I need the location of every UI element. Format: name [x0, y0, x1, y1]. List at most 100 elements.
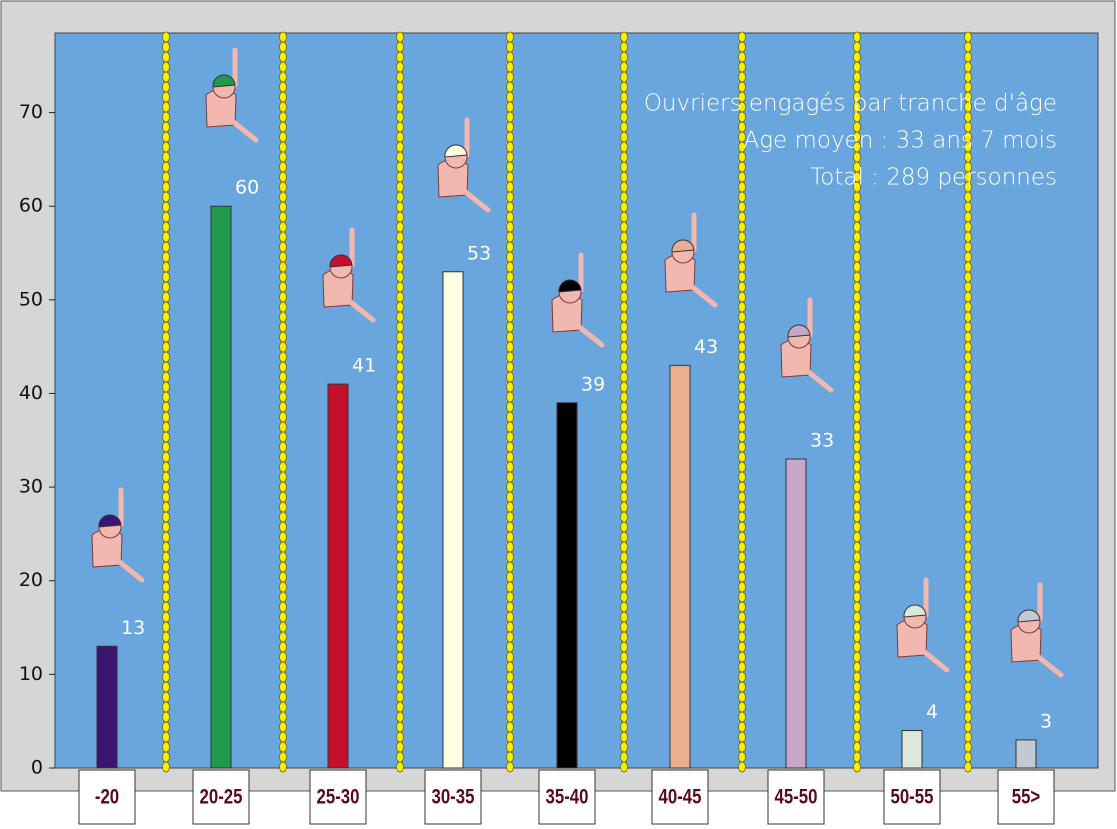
rope-float	[397, 442, 404, 452]
rope-float	[965, 432, 972, 442]
rope-float	[280, 522, 287, 532]
rope-float	[965, 412, 972, 422]
rope-float	[397, 402, 404, 412]
rope-float	[397, 72, 404, 82]
rope-float	[854, 672, 861, 682]
rope-float	[397, 582, 404, 592]
rope-float	[163, 692, 170, 702]
rope-float	[965, 232, 972, 242]
rope-float	[621, 392, 628, 402]
rope-float	[163, 502, 170, 512]
rope-float	[397, 502, 404, 512]
rope-float	[507, 732, 514, 742]
rope-float	[965, 202, 972, 212]
y-tick-label: 20	[19, 569, 43, 591]
rope-float	[854, 562, 861, 572]
y-tick-label: 40	[19, 382, 43, 404]
rope-float	[163, 182, 170, 192]
rope-float	[739, 732, 746, 742]
rope-float	[739, 722, 746, 732]
rope-float	[507, 402, 514, 412]
rope-float	[397, 262, 404, 272]
rope-float	[163, 452, 170, 462]
rope-float	[621, 752, 628, 762]
rope-float	[397, 102, 404, 112]
rope-float	[965, 662, 972, 672]
rope-float	[507, 102, 514, 112]
rope-float	[854, 462, 861, 472]
rope-float	[163, 702, 170, 712]
rope-float	[397, 242, 404, 252]
rope-float	[280, 432, 287, 442]
rope-float	[280, 512, 287, 522]
rope-float	[280, 272, 287, 282]
rope-float	[163, 712, 170, 722]
rope-float	[965, 322, 972, 332]
rope-float	[507, 202, 514, 212]
rope-float	[507, 642, 514, 652]
rope-float	[397, 132, 404, 142]
rope-float	[280, 682, 287, 692]
rope-float	[854, 712, 861, 722]
rope-float	[965, 52, 972, 62]
rope-float	[163, 132, 170, 142]
rope-float	[621, 202, 628, 212]
rope-float	[965, 362, 972, 372]
rope-float	[280, 502, 287, 512]
rope-float	[739, 742, 746, 752]
rope-float	[163, 462, 170, 472]
rope-float	[739, 222, 746, 232]
rope-float	[280, 742, 287, 752]
x-tick-label: 50-55	[891, 786, 934, 809]
rope-float	[507, 172, 514, 182]
rope-float	[280, 152, 287, 162]
y-tick-label: 70	[19, 101, 43, 123]
rope-float	[163, 632, 170, 642]
rope-float	[507, 322, 514, 332]
rope-float	[621, 742, 628, 752]
rope-float	[739, 332, 746, 342]
rope-float	[965, 462, 972, 472]
rope-float	[854, 272, 861, 282]
rope-float	[965, 712, 972, 722]
rope-float	[739, 582, 746, 592]
rope-float	[280, 552, 287, 562]
rope-float	[280, 752, 287, 762]
rope-float	[280, 612, 287, 622]
rope-float	[397, 522, 404, 532]
rope-float	[163, 92, 170, 102]
rope-float	[507, 492, 514, 502]
rope-float	[397, 42, 404, 52]
rope-float	[280, 222, 287, 232]
rope-float	[163, 302, 170, 312]
rope-float	[965, 452, 972, 462]
rope-float	[280, 282, 287, 292]
rope-float	[507, 292, 514, 302]
rope-float	[280, 122, 287, 132]
rope-float	[621, 422, 628, 432]
rope-float	[163, 762, 170, 772]
rope-float	[739, 62, 746, 72]
rope-float	[621, 442, 628, 452]
rope-float	[739, 42, 746, 52]
rope-float	[739, 682, 746, 692]
rope-float	[854, 32, 861, 42]
rope-float	[965, 582, 972, 592]
rope-float	[397, 562, 404, 572]
rope-float	[397, 432, 404, 442]
rope-float	[854, 762, 861, 772]
rope-float	[397, 172, 404, 182]
rope-float	[965, 472, 972, 482]
rope-float	[397, 712, 404, 722]
rope-float	[739, 692, 746, 702]
rope-float	[621, 272, 628, 282]
rope-float	[965, 562, 972, 572]
rope-float	[507, 362, 514, 372]
rope-float	[965, 442, 972, 452]
rope-float	[739, 552, 746, 562]
rope-float	[163, 602, 170, 612]
rope-float	[854, 322, 861, 332]
rope-float	[507, 582, 514, 592]
rope-float	[280, 702, 287, 712]
rope-float	[621, 152, 628, 162]
